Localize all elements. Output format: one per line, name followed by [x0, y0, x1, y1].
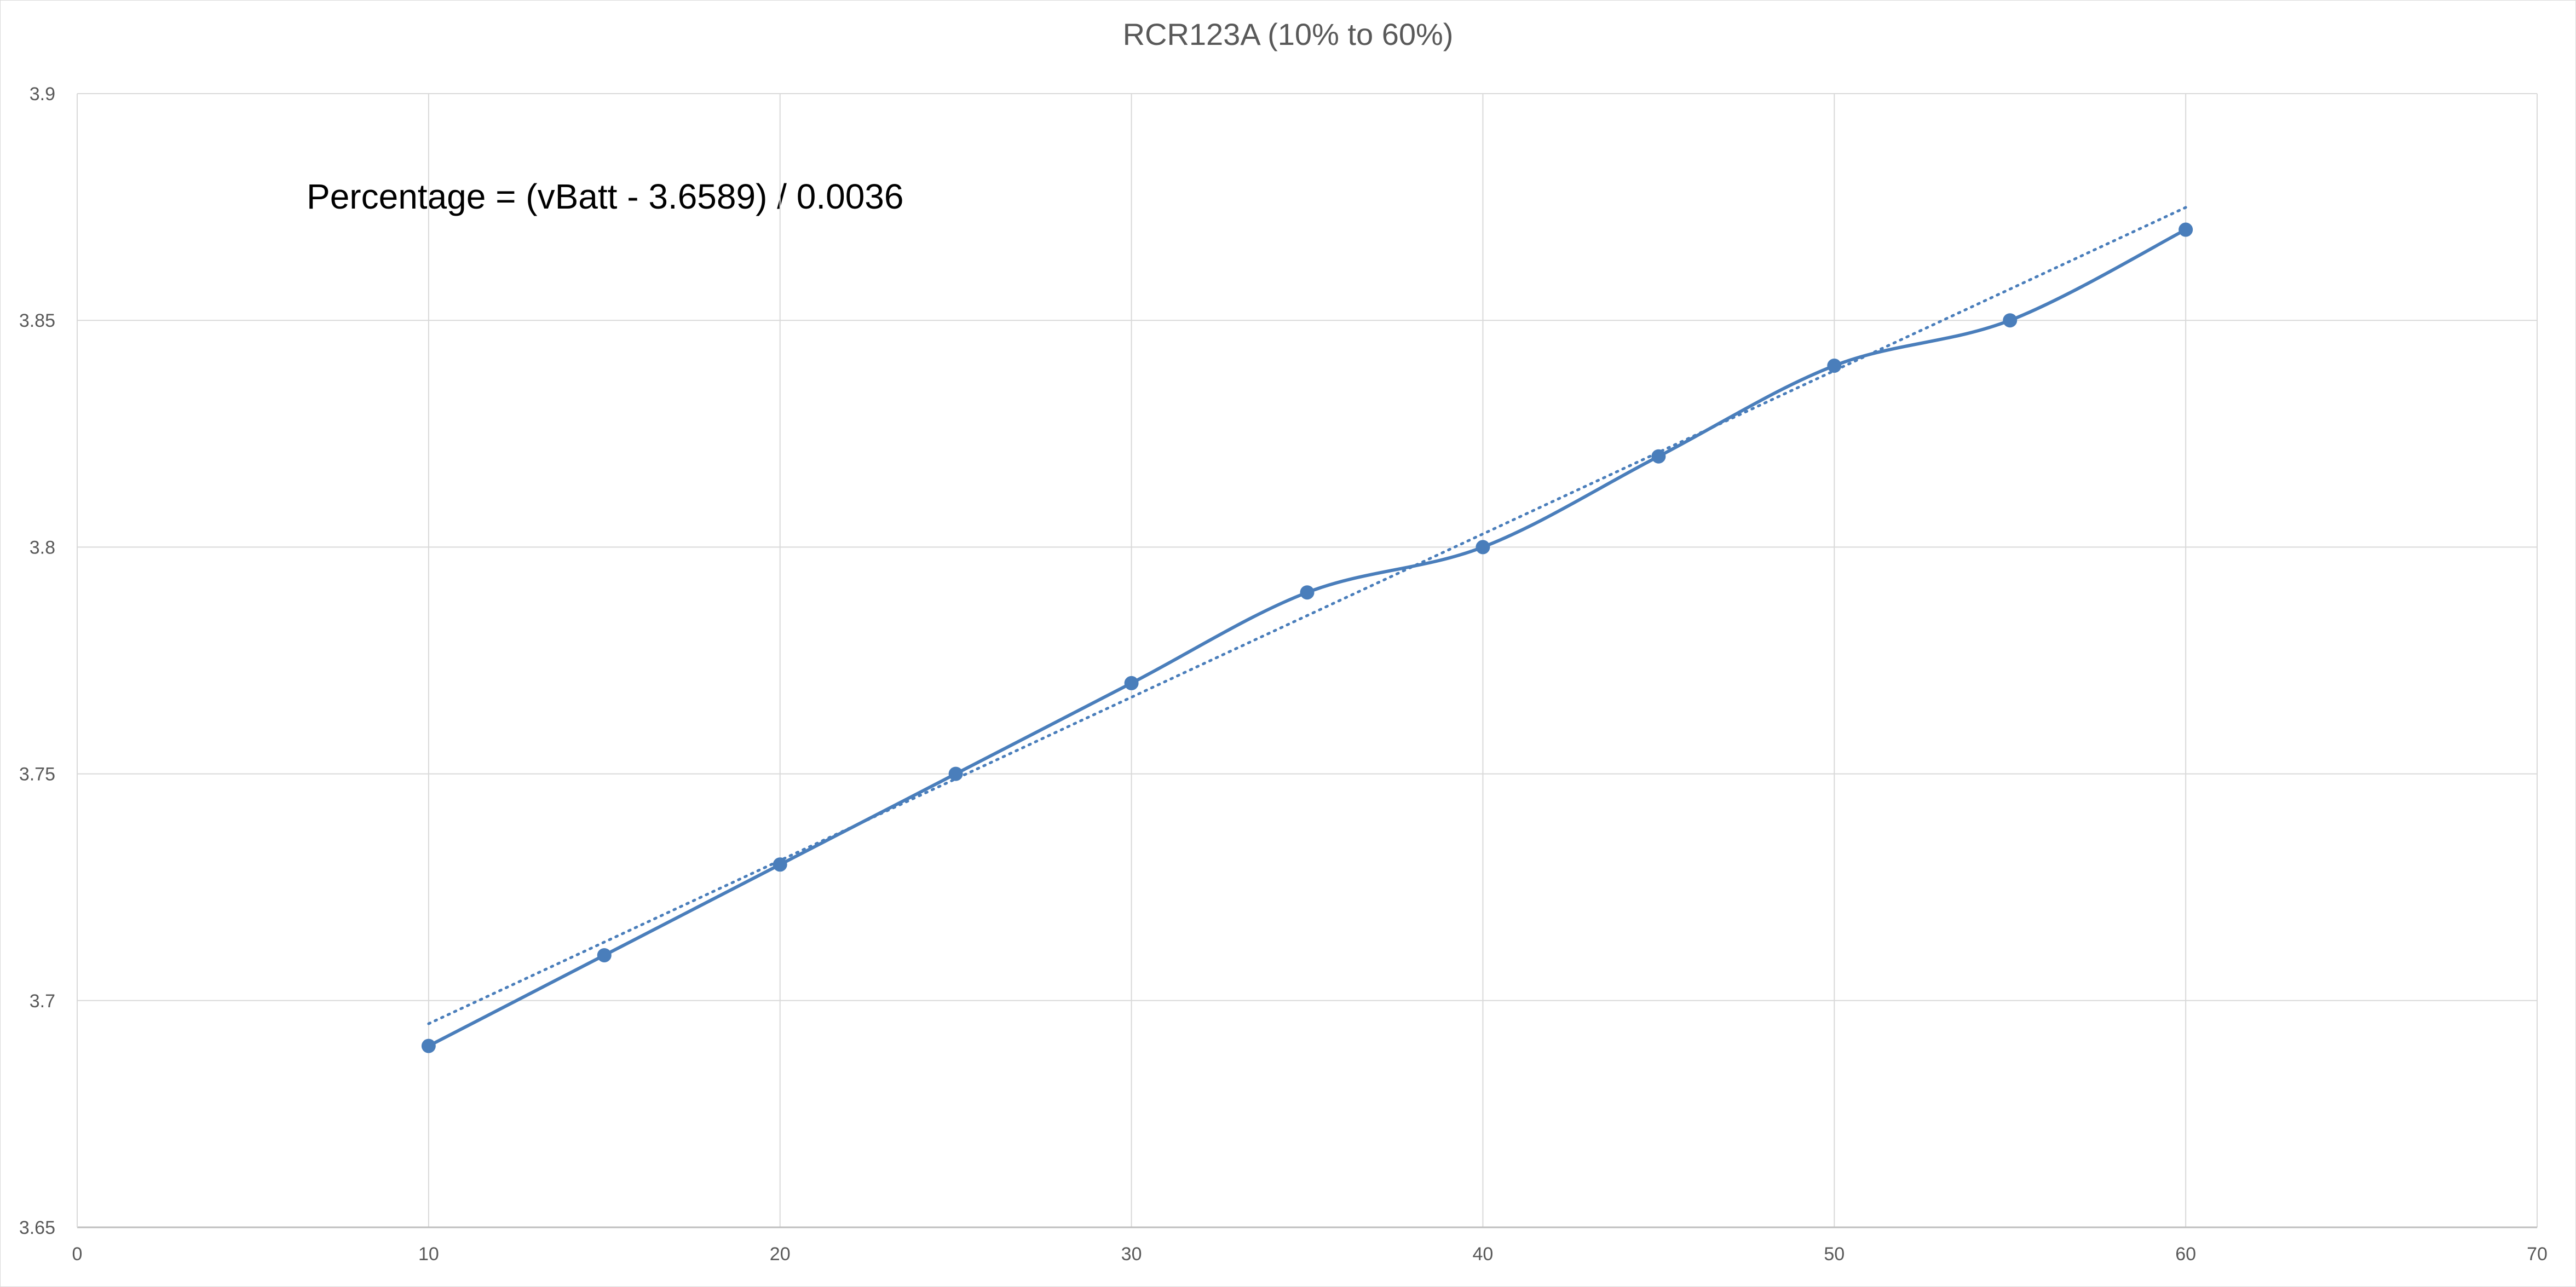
data-point — [2179, 222, 2193, 237]
data-point — [948, 766, 963, 781]
data-point — [1124, 676, 1139, 690]
y-tick-label: 3.8 — [30, 537, 55, 558]
data-point — [1827, 359, 1842, 373]
x-tick-label: 30 — [1121, 1244, 1142, 1265]
trendline-equation-annotation: Percentage = (vBatt - 3.6589) / 0.0036 — [307, 177, 904, 216]
data-point — [773, 857, 787, 872]
x-tick-label: 10 — [418, 1244, 439, 1265]
y-axis-tick-labels: 3.65 3.7 3.75 3.8 3.85 3.9 — [19, 84, 55, 1238]
y-tick-label: 3.75 — [19, 764, 55, 785]
linear-trendline — [427, 206, 2187, 1025]
x-tick-label: 40 — [1473, 1244, 1494, 1265]
data-point — [1651, 449, 1666, 464]
data-point — [421, 1038, 436, 1053]
data-point — [597, 948, 612, 962]
x-tick-label: 70 — [2527, 1244, 2548, 1265]
y-tick-label: 3.65 — [19, 1217, 55, 1238]
x-tick-label: 60 — [2175, 1244, 2196, 1265]
series-line-layer — [428, 228, 2187, 1048]
data-points — [421, 222, 2193, 1053]
data-point — [1300, 585, 1315, 600]
series-line — [428, 228, 2187, 1048]
trendline-layer — [427, 206, 2187, 1025]
chart-title: RCR123A (10% to 60%) — [1122, 17, 1454, 51]
gridlines — [77, 93, 2538, 1227]
y-tick-label: 3.85 — [19, 310, 55, 331]
x-tick-label: 50 — [1824, 1244, 1845, 1265]
x-tick-label: 0 — [72, 1244, 83, 1265]
y-tick-label: 3.9 — [30, 84, 55, 105]
x-tick-label: 20 — [770, 1244, 791, 1265]
x-axis-tick-labels: 0 10 20 30 40 50 60 70 — [72, 1244, 2548, 1265]
y-tick-label: 3.7 — [30, 991, 55, 1012]
data-point — [2003, 313, 2018, 328]
plot-area-border — [77, 94, 2537, 1228]
data-point — [1476, 540, 1490, 555]
